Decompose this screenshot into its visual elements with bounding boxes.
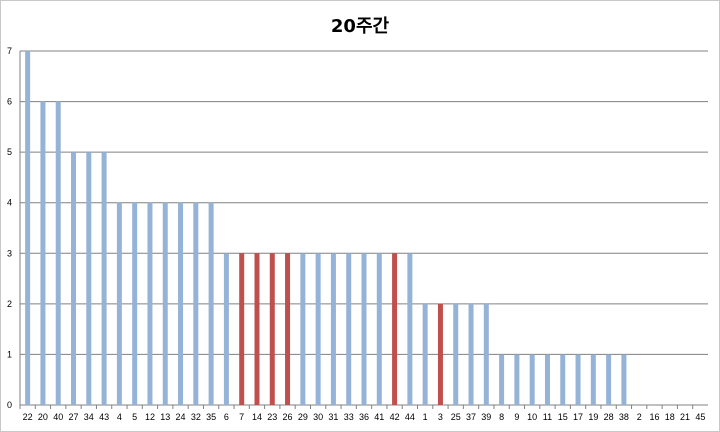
bar — [529, 354, 535, 405]
bar — [315, 253, 321, 405]
bar — [55, 101, 61, 406]
bar — [575, 354, 581, 405]
x-tick-label: 3 — [438, 412, 443, 422]
bar — [544, 354, 550, 405]
bar — [300, 253, 306, 405]
x-tick-label: 5 — [132, 412, 137, 422]
bar — [208, 202, 214, 405]
bar — [621, 354, 627, 405]
x-tick-label: 42 — [390, 412, 400, 422]
x-tick-label: 8 — [499, 412, 504, 422]
x-tick-label: 36 — [359, 412, 369, 422]
bar — [483, 303, 489, 405]
x-tick-label: 4 — [117, 412, 122, 422]
bar — [361, 253, 367, 405]
x-tick-label: 26 — [283, 412, 293, 422]
bar — [239, 253, 245, 405]
bar — [147, 202, 153, 405]
bar — [453, 303, 459, 405]
x-tick-label: 9 — [514, 412, 519, 422]
x-tick-label: 32 — [191, 412, 201, 422]
x-tick-label: 37 — [466, 412, 476, 422]
bar — [223, 253, 229, 405]
bar — [132, 202, 138, 405]
x-tick-label: 38 — [619, 412, 629, 422]
y-tick-label: 7 — [7, 46, 12, 56]
x-tick-label: 7 — [239, 412, 244, 422]
bar — [560, 354, 566, 405]
x-tick-label: 40 — [53, 412, 63, 422]
bar — [422, 303, 428, 405]
x-tick-label: 28 — [604, 412, 614, 422]
x-tick-label: 15 — [558, 412, 568, 422]
x-tick-label: 24 — [176, 412, 186, 422]
bar — [376, 253, 382, 405]
x-tick-label: 23 — [267, 412, 277, 422]
bar — [285, 253, 291, 405]
y-tick-label: 6 — [7, 97, 12, 107]
x-tick-label: 34 — [84, 412, 94, 422]
y-tick-label: 4 — [7, 198, 12, 208]
bar — [499, 354, 505, 405]
x-tick-label: 35 — [206, 412, 216, 422]
x-tick-label: 30 — [313, 412, 323, 422]
x-tick-label: 17 — [573, 412, 583, 422]
bar — [437, 303, 443, 405]
bar — [71, 152, 77, 405]
bar — [606, 354, 612, 405]
x-tick-label: 18 — [665, 412, 675, 422]
bar — [407, 253, 413, 405]
bar — [116, 202, 122, 405]
bar — [86, 152, 92, 405]
bar — [330, 253, 336, 405]
chart-title: 20주간 — [330, 16, 390, 37]
y-tick-label: 3 — [7, 248, 12, 258]
x-tick-label: 11 — [543, 412, 552, 422]
bar — [514, 354, 520, 405]
x-tick-label: 2 — [637, 412, 642, 422]
x-tick-label: 45 — [695, 412, 705, 422]
bar — [40, 101, 46, 406]
bar — [254, 253, 260, 405]
x-tick-label: 12 — [145, 412, 155, 422]
x-tick-label: 16 — [649, 412, 659, 422]
x-tick-label: 20 — [38, 412, 48, 422]
bar — [178, 202, 184, 405]
x-tick-label: 43 — [99, 412, 109, 422]
bar — [468, 303, 474, 405]
x-tick-label: 39 — [481, 412, 491, 422]
bar — [392, 253, 398, 405]
x-tick-label: 21 — [680, 412, 690, 422]
y-tick-label: 2 — [7, 299, 12, 309]
x-tick-label: 31 — [328, 412, 338, 422]
x-tick-label: 29 — [298, 412, 308, 422]
bar — [101, 152, 107, 405]
x-tick-label: 10 — [527, 412, 537, 422]
bar — [193, 202, 199, 405]
y-tick-label: 1 — [7, 349, 12, 359]
bar — [162, 202, 168, 405]
x-tick-label: 14 — [252, 412, 262, 422]
x-tick-label: 33 — [344, 412, 354, 422]
bar — [346, 253, 352, 405]
x-tick-label: 19 — [588, 412, 598, 422]
x-tick-label: 1 — [423, 412, 428, 422]
bar — [269, 253, 275, 405]
x-tick-label: 13 — [160, 412, 170, 422]
x-tick-label: 22 — [23, 412, 33, 422]
y-tick-label: 5 — [7, 147, 12, 157]
x-tick-label: 25 — [451, 412, 461, 422]
bar — [25, 51, 31, 405]
bar — [590, 354, 596, 405]
x-tick-label: 6 — [224, 412, 229, 422]
y-tick-label: 0 — [7, 400, 12, 410]
x-tick-label: 44 — [405, 412, 415, 422]
x-tick-label: 27 — [69, 412, 79, 422]
x-tick-label: 41 — [374, 412, 384, 422]
